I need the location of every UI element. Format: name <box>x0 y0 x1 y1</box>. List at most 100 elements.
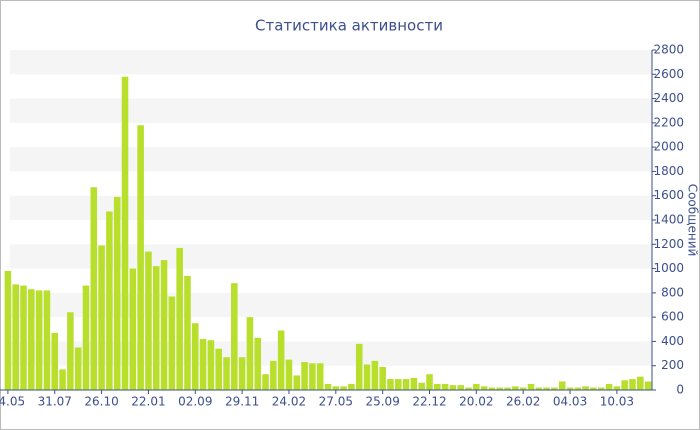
bar <box>82 285 90 390</box>
y-tick-label: 2000 <box>653 140 684 154</box>
bar <box>293 375 301 390</box>
bar <box>246 317 254 390</box>
x-tick-label: 26.10 <box>84 395 118 409</box>
y-tick-label: 2200 <box>653 115 684 129</box>
x-tick-label: 25.09 <box>365 395 399 409</box>
bar <box>324 383 332 390</box>
bar <box>426 374 433 390</box>
bar <box>316 363 324 390</box>
y-tick-label: 1800 <box>653 164 684 178</box>
bar <box>199 339 207 390</box>
bar <box>613 386 621 390</box>
bar <box>152 266 160 390</box>
y-tick-label: 1400 <box>653 213 684 227</box>
bar <box>512 386 519 390</box>
y-tick-label: 600 <box>661 310 684 324</box>
y-tick-label: 2400 <box>653 91 684 105</box>
bar <box>621 380 628 390</box>
bar <box>348 383 355 390</box>
bar <box>238 357 246 390</box>
bar <box>379 366 386 390</box>
bar <box>231 283 238 390</box>
bar <box>59 369 66 390</box>
y-tick-label: 1600 <box>653 188 684 202</box>
x-tick-label: 02.09 <box>178 395 212 409</box>
y-tick-label: 800 <box>661 285 684 299</box>
x-tick-label: 27.05 <box>319 395 353 409</box>
bar <box>121 76 129 390</box>
bar <box>4 271 12 390</box>
bar <box>43 290 51 390</box>
bar <box>637 376 644 390</box>
bar <box>355 343 363 390</box>
bar <box>160 260 168 390</box>
bar <box>113 196 121 390</box>
bar <box>168 296 176 390</box>
bar <box>527 383 535 390</box>
y-tick-label: 1200 <box>653 237 684 251</box>
x-tick-label: 20.02 <box>459 395 493 409</box>
bar <box>558 381 566 390</box>
chart-title: Статистика активности <box>255 17 443 35</box>
y-tick-label: 400 <box>661 334 684 348</box>
bar <box>473 383 480 390</box>
bar <box>12 284 19 390</box>
bar <box>551 387 558 390</box>
bar <box>309 363 316 390</box>
bar <box>35 290 43 390</box>
x-tick-label: 26.02 <box>506 395 540 409</box>
bar <box>535 387 543 390</box>
bar <box>457 385 465 390</box>
bar <box>285 359 293 390</box>
x-tick-label: 10.03 <box>600 395 634 409</box>
bar <box>332 386 340 390</box>
bar <box>504 387 511 390</box>
bar <box>597 387 605 390</box>
bar <box>644 381 652 390</box>
y-tick-label: 2800 <box>653 43 684 57</box>
bar <box>262 374 269 390</box>
bar <box>184 275 191 390</box>
y-axis-label: Сообщений <box>686 184 700 257</box>
x-tick-label: 24.02 <box>272 395 306 409</box>
bar <box>574 387 582 390</box>
bar <box>434 383 441 390</box>
bar <box>207 340 215 390</box>
x-tick-label: 22.12 <box>412 395 446 409</box>
grid-band <box>10 98 652 123</box>
grid-band <box>10 50 652 75</box>
bar <box>480 386 488 390</box>
bar <box>98 245 105 390</box>
bar <box>387 379 394 390</box>
bar <box>270 360 277 390</box>
bar <box>465 387 472 390</box>
bar <box>363 364 371 390</box>
x-tick-label: 29.11 <box>225 395 259 409</box>
bar <box>51 332 59 390</box>
bar <box>215 348 222 390</box>
x-tick-label: 22.01 <box>131 395 165 409</box>
y-tick-label: 0 <box>676 383 684 397</box>
bar <box>74 347 82 390</box>
bar <box>519 387 527 390</box>
bar <box>371 360 379 390</box>
bar <box>449 385 457 390</box>
y-tick-label: 2600 <box>653 67 684 81</box>
bar <box>106 211 113 390</box>
bar <box>543 387 550 390</box>
bar <box>145 251 152 390</box>
bar <box>90 187 98 390</box>
y-tick-label: 200 <box>661 358 684 372</box>
bar <box>223 357 230 390</box>
bar <box>191 323 199 390</box>
bar <box>137 125 144 391</box>
x-tick-label: 04.05 <box>0 395 25 409</box>
x-tick-label: 04.03 <box>553 395 587 409</box>
bar <box>20 285 27 390</box>
bar <box>402 379 410 390</box>
bar <box>566 387 574 390</box>
bar <box>410 377 418 390</box>
bar <box>28 289 35 390</box>
bar <box>301 362 308 390</box>
